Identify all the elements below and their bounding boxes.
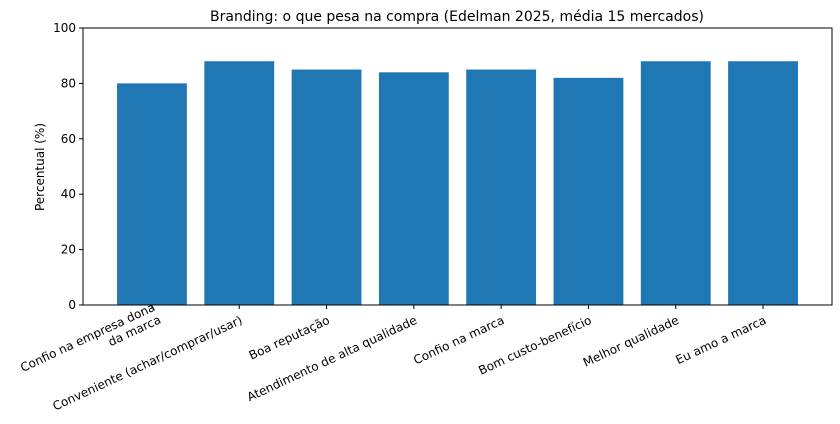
x-tick-label: Atendimento de alta qualidade: [245, 313, 419, 404]
y-tick-label: 20: [61, 243, 76, 257]
chart-title: Branding: o que pesa na compra (Edelman …: [210, 9, 704, 25]
bar: [291, 69, 362, 305]
x-tick-label: Boa reputação: [247, 313, 332, 363]
x-tick-label: Eu amo a marca: [674, 313, 769, 367]
y-tick-label: 100: [53, 21, 76, 35]
bar: [117, 83, 187, 306]
x-tick-label: Melhor qualidade: [581, 313, 681, 370]
bar: [640, 61, 711, 305]
bar: [204, 61, 275, 305]
bar: [466, 69, 537, 305]
y-tick-label: 0: [68, 298, 76, 312]
y-axis-label: Percentual (%): [33, 123, 47, 211]
plot-frame: [82, 27, 833, 306]
bar: [728, 61, 798, 305]
bar: [378, 72, 449, 305]
y-tick-label: 40: [61, 187, 76, 201]
bar: [553, 77, 624, 305]
y-tick-label: 60: [61, 132, 76, 146]
x-tick-label: Confio na empresa donada marca: [18, 300, 163, 387]
y-tick-label: 80: [61, 76, 76, 90]
